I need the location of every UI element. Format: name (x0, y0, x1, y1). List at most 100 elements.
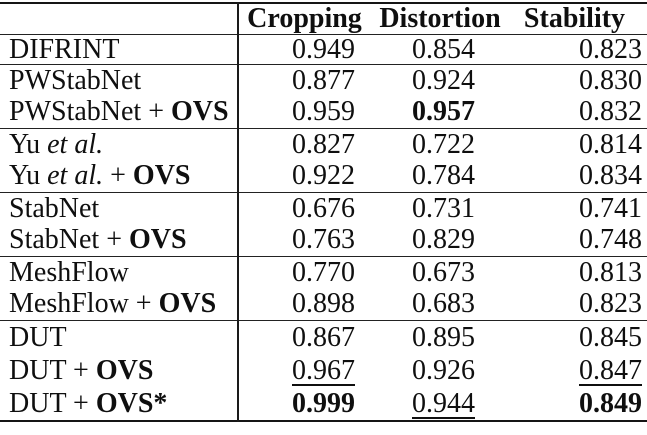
method-label-cell: StabNet + OVS (0, 224, 239, 257)
metric-value-text: 0.813 (579, 256, 642, 288)
method-label-text: OVS (132, 160, 191, 192)
table-body: DIFRINT 0.949 0.854 0.823 PWStabNet 0.877 0.92… (0, 33, 647, 422)
metric-value-text: 0.849 (579, 387, 642, 419)
metric-value-text: 0.830 (579, 64, 642, 96)
method-label-cell: DUT + OVS (0, 354, 239, 388)
metric-value-cell: 0.877 (238, 64, 370, 97)
metric-value-text: 0.999 (292, 387, 355, 419)
metric-value-text: 0.673 (412, 256, 475, 288)
method-label-text: MeshFlow (9, 256, 129, 288)
metric-value-text: 0.957 (412, 96, 475, 128)
metric-value-cell: 0.959 (238, 97, 370, 129)
method-label-text: Yu (9, 160, 48, 192)
metric-value-text: 0.748 (579, 224, 642, 256)
method-label-cell: MeshFlow + OVS (0, 288, 239, 321)
metric-value-cell: 0.898 (238, 289, 370, 321)
method-label-text: OVS (158, 288, 217, 320)
method-label-text: DUT + (9, 354, 96, 386)
metric-value-text: 0.924 (412, 64, 475, 96)
results-table: Cropping Distortion Stability DIFRINT 0.9… (0, 2, 647, 422)
method-label-text: StabNet (9, 192, 100, 224)
method-label-cell: PWStabNet (0, 64, 239, 97)
metric-value-cell: 0.823 (510, 289, 647, 321)
table-row: Yu et al. 0.827 0.722 0.814 (0, 128, 647, 161)
metric-value-cell: 0.926 (370, 354, 510, 388)
metric-value-cell: 0.867 (238, 320, 370, 354)
method-label-text: OVS (171, 96, 229, 128)
metric-value-cell: 0.683 (370, 289, 510, 321)
metric-value-text: 0.949 (292, 33, 355, 65)
method-label-cell: DUT + OVS* (0, 387, 239, 421)
metric-value-text: 0.763 (292, 224, 355, 256)
metric-value-text: 0.832 (579, 96, 642, 128)
metric-value-text: 0.898 (292, 288, 355, 320)
table-row: DIFRINT 0.949 0.854 0.823 (0, 33, 647, 65)
metric-value-text: 0.784 (412, 160, 475, 192)
metric-value-cell: 0.748 (510, 225, 647, 257)
metric-value-text: 0.741 (579, 192, 642, 224)
metric-value-cell: 0.722 (370, 128, 510, 161)
col-header-distortion: Distortion (370, 3, 510, 35)
method-label-text: OVS* (95, 387, 168, 419)
table-row: MeshFlow 0.770 0.673 0.813 (0, 256, 647, 289)
method-label-text: StabNet + (9, 224, 129, 256)
metric-value-text: 0.847 (579, 354, 642, 386)
metric-value-text: 0.722 (412, 128, 475, 160)
metric-value-cell: 0.770 (238, 256, 370, 289)
method-label-text: et al. (47, 128, 104, 160)
method-label-text: MeshFlow + (9, 288, 159, 320)
table-row: StabNet 0.676 0.731 0.741 (0, 192, 647, 225)
table-row: DUT + OVS 0.967 0.926 0.847 (0, 354, 647, 388)
method-label-cell: MeshFlow (0, 256, 239, 289)
metric-value-text: 0.877 (292, 64, 355, 96)
method-label-cell: StabNet (0, 192, 239, 225)
method-label-text: DUT (9, 321, 67, 353)
metric-value-text: 0.922 (292, 160, 355, 192)
metric-value-cell: 0.999 (238, 388, 370, 422)
table-row: Yu et al. + OVS 0.922 0.784 0.834 (0, 160, 647, 193)
method-label-text: et al. (47, 160, 104, 192)
metric-value-cell: 0.784 (370, 161, 510, 193)
metric-value-cell: 0.845 (510, 320, 647, 354)
metric-value-text: 0.731 (412, 192, 475, 224)
metric-value-text: 0.834 (579, 160, 642, 192)
metric-value-cell: 0.922 (238, 161, 370, 193)
metric-value-text: 0.895 (412, 321, 475, 353)
metric-value-cell: 0.763 (238, 225, 370, 257)
method-label-cell: PWStabNet + OVS (0, 96, 239, 129)
metric-value-cell: 0.967 (238, 354, 370, 388)
metric-value-cell: 0.854 (370, 35, 510, 65)
metric-value-cell: 0.676 (238, 192, 370, 225)
metric-value-cell: 0.895 (370, 320, 510, 354)
metric-value-cell: 0.957 (370, 97, 510, 129)
metric-value-text: 0.926 (412, 354, 475, 386)
metric-value-text: 0.959 (292, 96, 355, 128)
metric-value-text: 0.854 (412, 33, 475, 65)
metric-value-cell: 0.949 (238, 35, 370, 65)
metric-value-cell: 0.849 (510, 388, 647, 422)
method-label-cell: DUT (0, 320, 239, 354)
method-label-text: OVS (129, 224, 187, 256)
metric-value-text: 0.770 (292, 256, 355, 288)
metric-value-text: 0.827 (292, 128, 355, 160)
metric-value-cell: 0.944 (370, 388, 510, 422)
metric-value-text: 0.967 (292, 354, 355, 386)
metric-value-cell: 0.813 (510, 256, 647, 289)
metric-value-text: 0.814 (579, 128, 642, 160)
method-label-text: DIFRINT (9, 33, 120, 65)
metric-value-text: 0.683 (412, 288, 475, 320)
method-label-text: PWStabNet (9, 64, 142, 96)
metric-value-cell: 0.847 (510, 354, 647, 388)
metric-value-cell: 0.814 (510, 128, 647, 161)
table-row: PWStabNet 0.877 0.924 0.830 (0, 64, 647, 97)
col-header-cropping: Cropping (238, 3, 370, 35)
metric-value-cell: 0.741 (510, 192, 647, 225)
table-row: DUT + OVS* 0.999 0.944 0.849 (0, 387, 647, 422)
table-header: Cropping Distortion Stability (0, 3, 647, 35)
table-row: DUT 0.867 0.895 0.845 (0, 320, 647, 354)
metric-value-text: 0.676 (292, 192, 355, 224)
metric-value-cell: 0.823 (510, 35, 647, 65)
table-row: StabNet + OVS 0.763 0.829 0.748 (0, 224, 647, 257)
corner-cell (0, 3, 239, 35)
